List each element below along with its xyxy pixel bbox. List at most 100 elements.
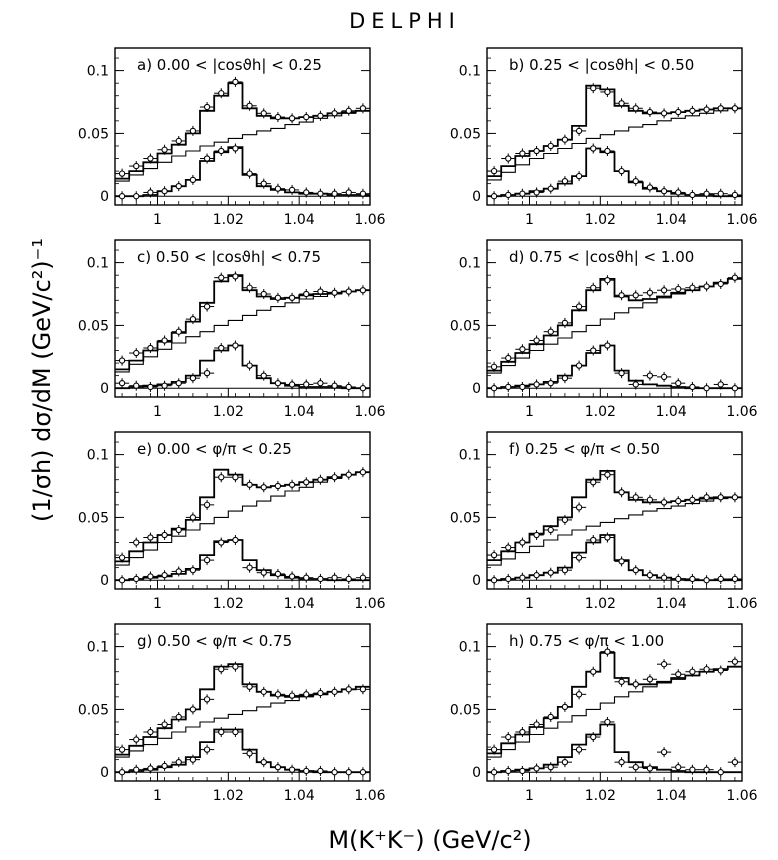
x-tick-label: 1.04 [656, 596, 687, 612]
data-point-signal [501, 573, 516, 584]
data-point-total [586, 666, 601, 677]
data-point-total [557, 514, 572, 525]
data-point-total [699, 492, 714, 503]
data-point-signal [157, 186, 172, 197]
data-point-total [270, 112, 285, 123]
data-point-total [200, 499, 215, 510]
data-point-total [727, 103, 742, 114]
data-point-total [355, 103, 370, 114]
data-point-signal [586, 345, 601, 356]
data-point-signal [185, 373, 200, 384]
data-point-signal [501, 189, 516, 200]
data-point-total [228, 472, 243, 483]
data-point-total [327, 472, 342, 483]
data-point-total [657, 285, 672, 296]
background-histogram [115, 471, 370, 566]
background-histogram [115, 110, 370, 182]
data-point-signal [529, 379, 544, 390]
data-point-total [355, 684, 370, 695]
data-point-signal [157, 760, 172, 771]
x-tick-label: 1.06 [726, 788, 757, 804]
data-point-total [285, 479, 300, 490]
data-point-signal [657, 186, 672, 197]
data-point-signal [200, 555, 215, 566]
data-point-total [143, 153, 158, 164]
y-tick-label: 0.05 [78, 126, 109, 142]
data-point-signal [355, 383, 370, 394]
data-point-total [727, 656, 742, 667]
panel-e: 0 0.05 0.1 1 1.02 1.04 1.06 e) 0.00 < φ/π < 0.2… [78, 431, 386, 612]
data-point-signal [270, 568, 285, 579]
data-point-total [713, 278, 728, 289]
data-point-signal [285, 379, 300, 390]
data-point-total [657, 659, 672, 670]
data-point-signal [487, 575, 502, 586]
data-point-signal [341, 573, 356, 584]
data-point-total [671, 496, 686, 507]
data-point-signal [529, 763, 544, 774]
data-point-signal [699, 575, 714, 586]
data-point-total [685, 494, 700, 505]
model-signal-histogram [115, 146, 370, 198]
data-point-total [487, 744, 502, 755]
x-tick-label: 1 [153, 788, 162, 804]
panel-frame [114, 47, 371, 206]
data-point-signal [529, 187, 544, 198]
data-point-signal [515, 572, 530, 583]
data-point-signal [355, 572, 370, 583]
panel-label: c) 0.50 < |cosϑh| < 0.75 [137, 248, 321, 266]
data-point-total [285, 113, 300, 124]
panel-f: 0 0.05 0.1 1 1.02 1.04 1.06 f) 0.25 < φ/π < 0.5… [450, 431, 758, 612]
data-point-signal [557, 757, 572, 768]
data-point-signal [256, 567, 271, 578]
data-point-signal [313, 573, 328, 584]
data-point-total [115, 744, 130, 755]
data-point-total [727, 272, 742, 283]
data-point-signal [699, 188, 714, 199]
data-point-signal [557, 176, 572, 187]
data-point-total [614, 676, 629, 687]
y-tick-label: 0.1 [87, 640, 109, 656]
data-point-signal [327, 767, 342, 778]
data-point-total [115, 355, 130, 366]
data-point-signal [270, 183, 285, 194]
y-tick-label: 0.1 [459, 256, 481, 272]
data-point-total [699, 664, 714, 675]
y-tick-label: 0.05 [450, 510, 481, 526]
data-point-total [501, 153, 516, 164]
data-point-total [515, 344, 530, 355]
data-point-total [685, 282, 700, 293]
data-point-signal [242, 748, 257, 759]
data-point-signal [685, 381, 700, 392]
data-point-total [529, 719, 544, 730]
data-point-signal [515, 765, 530, 776]
data-point-total [543, 140, 558, 151]
data-point-signal [200, 744, 215, 755]
data-point-total [614, 290, 629, 301]
y-tick-label: 0 [472, 189, 481, 205]
data-point-signal [115, 575, 130, 586]
data-point-signal [341, 187, 356, 198]
data-point-total [200, 694, 215, 705]
data-point-signal [299, 187, 314, 198]
data-point-signal [299, 572, 314, 583]
data-point-total [685, 105, 700, 116]
data-point-signal [171, 378, 186, 389]
data-point-signal [129, 191, 144, 202]
data-point-total [327, 108, 342, 119]
background-histogram [115, 686, 370, 758]
data-point-signal [129, 764, 144, 775]
data-point-signal [657, 572, 672, 583]
background-histogram [487, 278, 742, 374]
x-tick-label: 1.02 [585, 596, 616, 612]
data-point-signal [515, 381, 530, 392]
data-point-total [727, 492, 742, 503]
x-tick-label: 1 [525, 596, 534, 612]
data-point-total [299, 289, 314, 300]
data-point-total [214, 88, 229, 99]
data-point-signal [543, 183, 558, 194]
data-point-total [487, 361, 502, 372]
data-point-total [171, 524, 186, 535]
x-tick-label: 1 [525, 404, 534, 420]
